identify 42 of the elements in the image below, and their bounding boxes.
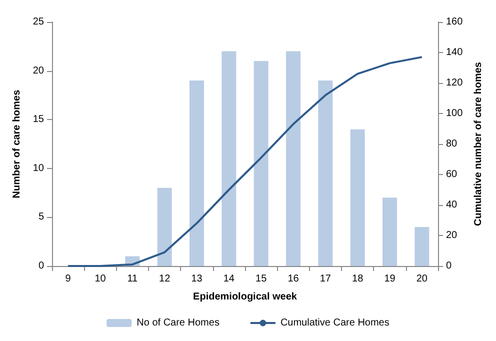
y2-tick-label: 120	[446, 78, 464, 88]
x-tick-label: 17	[320, 274, 332, 284]
y-tick-label: 25	[32, 16, 44, 28]
x-tick-label: 16	[288, 274, 300, 284]
y2-tick-label: 140	[446, 47, 464, 58]
legend-label: No of Care Homes	[136, 318, 220, 328]
x-tick-label: 13	[191, 274, 203, 284]
bar	[382, 198, 397, 266]
x-tick-label: 10	[94, 274, 106, 284]
x-tick-label: 15	[256, 274, 268, 284]
y2-tick-label: 100	[446, 108, 464, 119]
y-tick-label: 0	[38, 260, 44, 272]
y2-tick-label: 0	[446, 260, 452, 272]
y2-tick-label: 60	[446, 169, 458, 180]
bar	[350, 129, 365, 266]
y-tick-label: 10	[32, 162, 44, 174]
x-tick-label: 14	[223, 274, 235, 284]
y2-tick-label: 40	[446, 200, 458, 210]
bar	[157, 188, 172, 266]
bar	[222, 51, 236, 266]
x-tick-label: 11	[127, 274, 138, 284]
y-axis-title: Number of care homes	[11, 89, 22, 198]
bar	[414, 226, 430, 266]
y2-tick-label: 80	[446, 138, 458, 150]
line-series	[67, 56, 423, 267]
bar	[254, 61, 268, 266]
x-tick-label: 18	[352, 274, 364, 284]
x-axis-title: Epidemiological week	[193, 292, 298, 302]
legend-label: Cumulative Care Homes	[280, 318, 390, 328]
y-tick-label: 15	[32, 114, 44, 126]
y2-axis-title: Cumulative number of care homes	[473, 62, 484, 226]
x-tick-label: 12	[159, 274, 171, 284]
y-tick-label: 5	[38, 212, 44, 223]
bar	[318, 80, 333, 266]
y-tick-label: 20	[32, 65, 44, 76]
y2-tick-label: 160	[446, 16, 464, 28]
x-tick-label: 20	[416, 274, 428, 284]
x-tick-label: 9	[65, 274, 72, 284]
bar	[190, 80, 204, 266]
x-tick-label: 19	[384, 274, 396, 284]
y2-tick-label: 20	[446, 230, 458, 241]
bar	[286, 51, 300, 266]
